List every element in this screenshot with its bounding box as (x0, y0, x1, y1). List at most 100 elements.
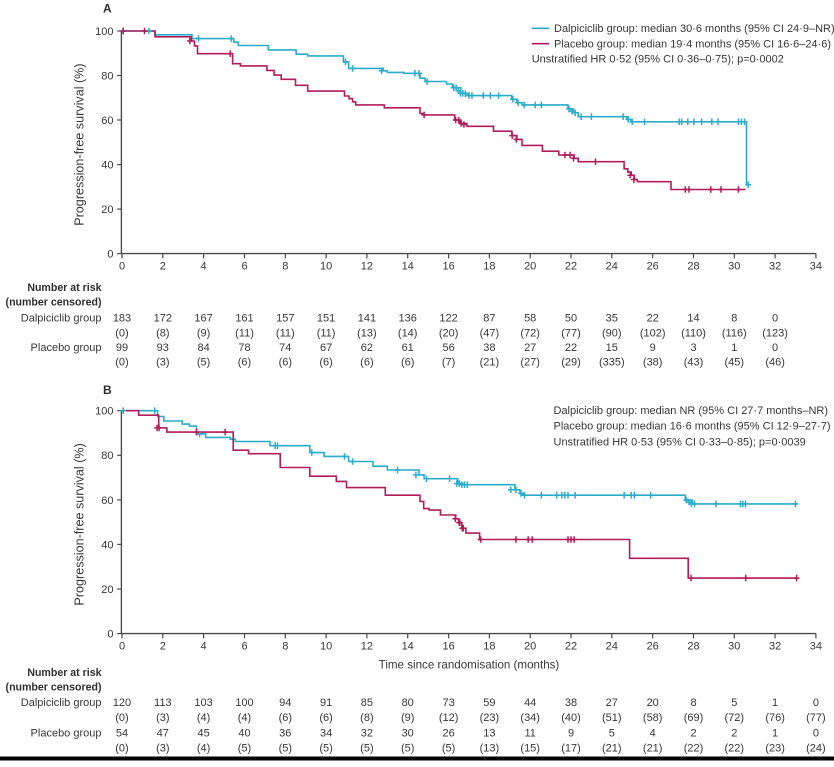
svg-text:(0): (0) (115, 357, 128, 369)
svg-text:50: 50 (565, 312, 577, 324)
svg-text:(number censored): (number censored) (6, 297, 102, 309)
svg-text:0: 0 (813, 728, 819, 740)
svg-text:(45): (45) (725, 357, 745, 369)
svg-text:0: 0 (107, 249, 113, 261)
svg-text:36: 36 (279, 728, 291, 740)
svg-text:14: 14 (402, 261, 414, 273)
svg-text:120: 120 (113, 697, 131, 709)
svg-text:73: 73 (442, 697, 454, 709)
svg-text:103: 103 (194, 697, 212, 709)
svg-text:84: 84 (197, 342, 209, 354)
svg-text:(38): (38) (643, 357, 663, 369)
svg-text:Placebo group: Placebo group (31, 728, 102, 740)
svg-text:(69): (69) (684, 712, 704, 724)
svg-text:4: 4 (650, 728, 656, 740)
svg-text:(72): (72) (725, 712, 745, 724)
svg-text:100: 100 (235, 697, 253, 709)
svg-text:60: 60 (101, 115, 113, 127)
svg-text:113: 113 (154, 697, 172, 709)
svg-text:Dalpiciclib group: median NR (: Dalpiciclib group: median NR (95% CI 27·… (554, 405, 829, 417)
svg-text:(23): (23) (765, 743, 785, 755)
svg-text:(6): (6) (279, 712, 292, 724)
svg-text:12: 12 (361, 261, 373, 273)
svg-text:(34): (34) (520, 712, 540, 724)
svg-text:(123): (123) (762, 328, 788, 340)
svg-text:(22): (22) (725, 743, 745, 755)
svg-text:(72): (72) (520, 328, 540, 340)
svg-text:Dalpiciclib group: Dalpiciclib group (21, 697, 102, 709)
svg-text:61: 61 (402, 342, 414, 354)
svg-text:100: 100 (95, 406, 113, 418)
svg-text:(12): (12) (439, 712, 459, 724)
svg-text:(6): (6) (319, 712, 332, 724)
svg-text:80: 80 (402, 697, 414, 709)
svg-text:93: 93 (157, 342, 169, 354)
svg-text:A: A (103, 2, 112, 16)
svg-text:14: 14 (687, 312, 699, 324)
svg-text:0: 0 (772, 342, 778, 354)
svg-text:(58): (58) (643, 712, 663, 724)
svg-text:(3): (3) (156, 743, 169, 755)
svg-text:(14): (14) (398, 328, 418, 340)
svg-text:Progression-free survival (%): Progression-free survival (%) (73, 63, 87, 225)
svg-text:4: 4 (201, 641, 207, 653)
svg-text:B: B (103, 383, 112, 397)
svg-text:(6): (6) (319, 357, 332, 369)
svg-text:(6): (6) (360, 357, 373, 369)
svg-text:183: 183 (113, 312, 131, 324)
svg-text:Dalpiciclib group: median 30·6: Dalpiciclib group: median 30·6 months (9… (554, 23, 834, 35)
svg-text:(9): (9) (197, 328, 210, 340)
svg-text:80: 80 (101, 450, 113, 462)
svg-text:87: 87 (483, 312, 495, 324)
svg-text:34: 34 (320, 728, 332, 740)
svg-text:(13): (13) (357, 328, 377, 340)
svg-text:167: 167 (194, 312, 212, 324)
svg-text:(3): (3) (156, 357, 169, 369)
svg-text:(8): (8) (156, 328, 169, 340)
svg-text:(23): (23) (480, 712, 500, 724)
svg-text:(77): (77) (561, 328, 581, 340)
svg-text:Number at risk: Number at risk (27, 667, 101, 679)
svg-text:40: 40 (101, 539, 113, 551)
svg-text:22: 22 (565, 261, 577, 273)
svg-text:35: 35 (606, 312, 618, 324)
svg-text:18: 18 (483, 261, 495, 273)
svg-text:(17): (17) (561, 743, 581, 755)
svg-text:(24): (24) (806, 743, 826, 755)
svg-text:44: 44 (524, 697, 536, 709)
svg-text:26: 26 (442, 728, 454, 740)
svg-text:Unstratified HR 0·53 (95% CI 0: Unstratified HR 0·53 (95% CI 0·33–0·85);… (554, 436, 806, 448)
svg-text:32: 32 (361, 728, 373, 740)
svg-text:2: 2 (160, 261, 166, 273)
svg-text:28: 28 (687, 261, 699, 273)
svg-text:(110): (110) (681, 328, 706, 340)
svg-text:12: 12 (361, 641, 373, 653)
svg-text:(9): (9) (401, 712, 414, 724)
svg-text:(335): (335) (599, 357, 625, 369)
svg-text:56: 56 (442, 342, 454, 354)
svg-text:2: 2 (690, 728, 696, 740)
svg-text:40: 40 (101, 160, 113, 172)
svg-text:161: 161 (235, 312, 253, 324)
svg-text:(22): (22) (684, 743, 704, 755)
svg-text:11: 11 (524, 728, 535, 740)
svg-text:(4): (4) (238, 712, 251, 724)
svg-text:1: 1 (772, 697, 778, 709)
svg-text:(5): (5) (279, 743, 292, 755)
svg-text:22: 22 (565, 342, 577, 354)
svg-text:0: 0 (772, 312, 778, 324)
svg-text:Number at risk: Number at risk (27, 282, 101, 294)
svg-text:(11): (11) (276, 328, 295, 340)
svg-text:40: 40 (238, 728, 250, 740)
svg-text:47: 47 (157, 728, 169, 740)
svg-text:141: 141 (358, 312, 376, 324)
svg-text:(46): (46) (765, 357, 785, 369)
svg-text:Progression-free survival (%): Progression-free survival (%) (73, 443, 87, 605)
svg-text:27: 27 (524, 342, 536, 354)
svg-text:22: 22 (647, 312, 659, 324)
svg-text:122: 122 (439, 312, 457, 324)
svg-text:22: 22 (565, 641, 577, 653)
svg-text:0: 0 (107, 629, 113, 641)
svg-text:6: 6 (241, 641, 247, 653)
svg-text:(15): (15) (520, 743, 540, 755)
